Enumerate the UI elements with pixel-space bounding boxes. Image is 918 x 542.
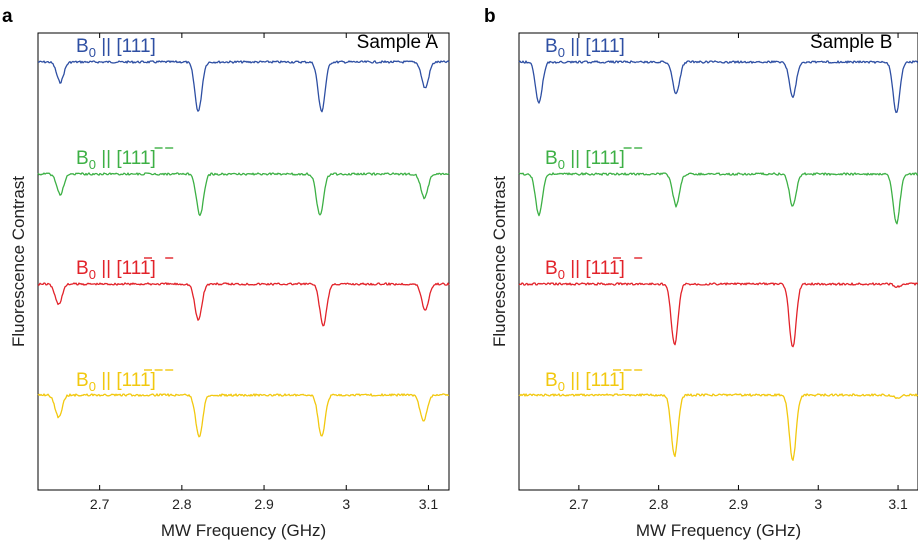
plot-frame: [37, 32, 450, 491]
x-tick-label: 3: [342, 496, 350, 512]
x-tick-label: 3.1: [888, 496, 908, 512]
series-label: B0 || [111]: [545, 148, 625, 172]
series-line: [518, 172, 918, 225]
series-label: B0 || [111]: [76, 36, 156, 60]
sample-title: Sample B: [810, 32, 892, 53]
x-axis-label: MW Frequency (GHz): [161, 521, 326, 540]
x-tick-label: 2.9: [729, 496, 749, 512]
x-tick-label: 2.8: [172, 496, 192, 512]
x-tick-label: 2.7: [90, 496, 110, 512]
series-label: B0 || [111]: [76, 148, 156, 172]
panel-a: a Sample A Fluorescence Contrast MW Frequen…: [2, 6, 450, 540]
panel-letter: b: [484, 6, 496, 27]
x-tick-label: 3: [814, 496, 822, 512]
series-label: B0 || [111]: [545, 36, 625, 60]
x-tick-label: 2.8: [649, 496, 669, 512]
series-label: B0 || [111]: [76, 370, 156, 394]
y-axis-label: Fluorescence Contrast: [490, 176, 509, 347]
series-line: [37, 172, 450, 217]
panel-letter: a: [2, 6, 13, 27]
series-line: [518, 282, 918, 348]
y-axis-label: Fluorescence Contrast: [9, 176, 28, 347]
series-line: [37, 393, 449, 438]
panel-b: b Sample B Fluorescence Contrast MW Frequen…: [484, 6, 918, 540]
series-line: [518, 60, 918, 114]
x-tick-label: 3.1: [419, 496, 439, 512]
series-line: [37, 60, 450, 113]
x-tick-label: 2.9: [254, 496, 274, 512]
x-tick-label: 2.7: [569, 496, 589, 512]
series-label: B0 || [111]: [545, 258, 625, 282]
series-line: [518, 393, 918, 461]
series-label: B0 || [111]: [545, 370, 625, 394]
series-line: [37, 282, 450, 327]
series-label: B0 || [111]: [76, 258, 156, 282]
sample-title: Sample A: [357, 32, 439, 53]
plot-frame: [518, 32, 918, 491]
x-axis-label: MW Frequency (GHz): [636, 521, 801, 540]
